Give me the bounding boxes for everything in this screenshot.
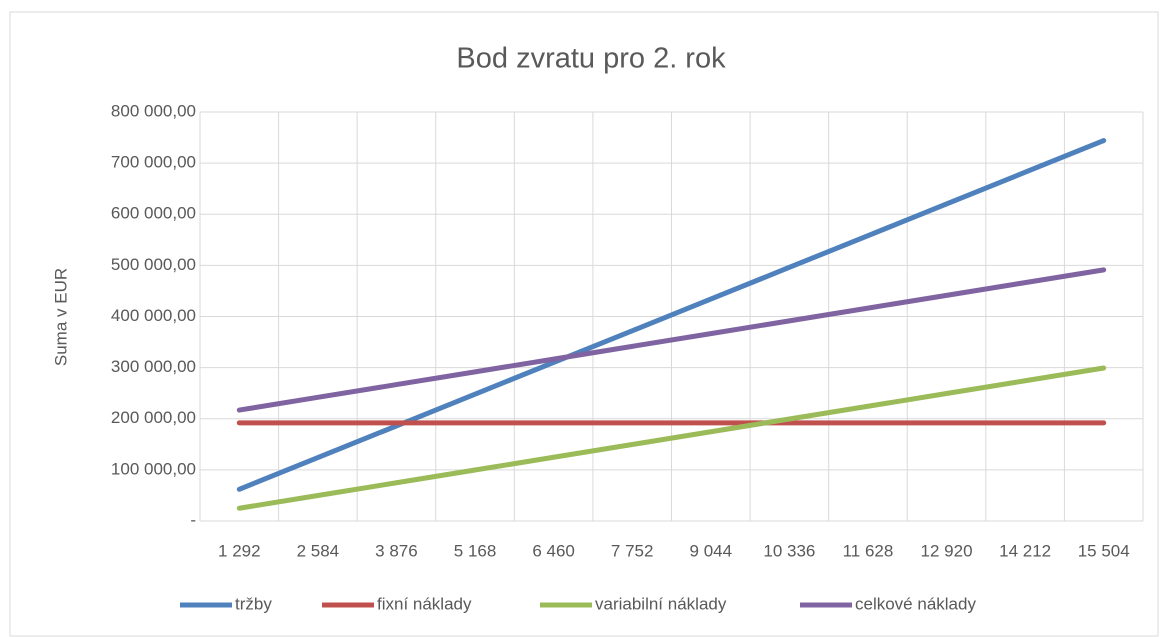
y-tick-label: 800 000,00	[111, 101, 196, 120]
x-tick-label: 3 876	[375, 541, 418, 560]
x-tick-label: 1 292	[218, 541, 261, 560]
x-tick-label: 10 336	[763, 541, 815, 560]
x-tick-label: 11 628	[843, 541, 894, 560]
x-tick-label: 14 212	[999, 541, 1051, 560]
y-tick-label: 200 000,00	[111, 408, 196, 427]
series-line	[236, 138, 1107, 492]
y-tick-label: -	[190, 510, 196, 529]
x-tick-label: 9 044	[690, 541, 733, 560]
chart-title: Bod zvratu pro 2. rok	[456, 43, 726, 75]
legend-label: celkové náklady	[855, 594, 976, 613]
y-tick-label: 500 000,00	[111, 255, 196, 274]
x-tick-label: 15 504	[1078, 541, 1130, 560]
y-axis-title: Suma v EUR	[51, 268, 70, 366]
x-tick-label: 6 460	[532, 541, 575, 560]
x-tick-label: 2 584	[297, 541, 340, 560]
x-tick-label: 12 920	[921, 541, 973, 560]
y-tick-label: 600 000,00	[111, 204, 196, 223]
series-line	[236, 267, 1107, 413]
y-tick-label: 300 000,00	[111, 357, 196, 376]
legend-label: tržby	[235, 594, 272, 613]
legend-label: fixní náklady	[377, 594, 472, 613]
y-tick-label: 400 000,00	[111, 306, 196, 325]
x-tick-label: 7 752	[611, 541, 654, 560]
series-line	[236, 365, 1107, 511]
legend-label: variabilní náklady	[595, 594, 727, 613]
chart-border	[9, 11, 1159, 637]
y-tick-label: 100 000,00	[111, 459, 196, 478]
x-tick-label: 5 168	[454, 541, 497, 560]
y-tick-label: 700 000,00	[111, 153, 196, 172]
